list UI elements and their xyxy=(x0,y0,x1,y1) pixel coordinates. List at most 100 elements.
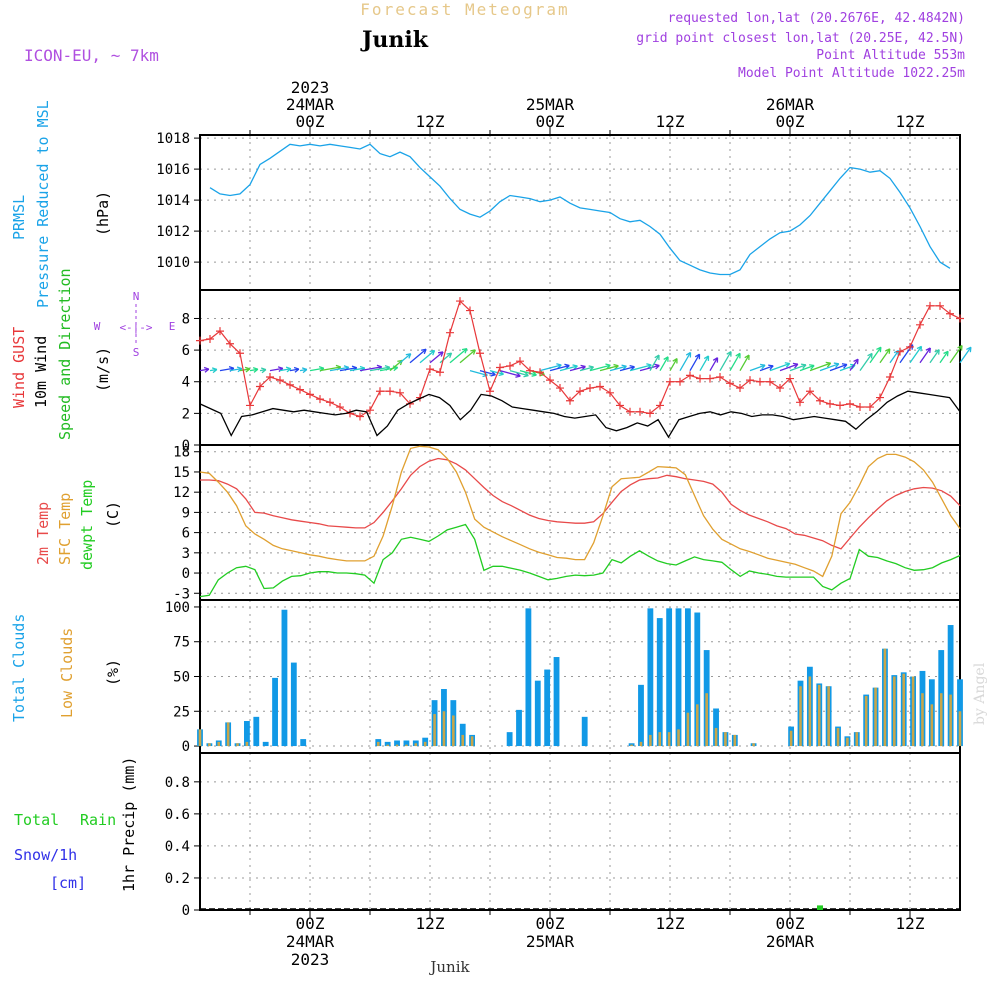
y-tick-label: 1012 xyxy=(156,224,190,240)
total-cloud-bar xyxy=(638,685,644,746)
low-cloud-bar xyxy=(668,732,671,746)
temp-label-2m: 2m Temp xyxy=(34,502,52,565)
temp-labels: 2m Temp SFC Temp dewpt Temp (C) xyxy=(34,480,122,570)
total-cloud-bar xyxy=(676,608,682,746)
wind-label-dir: Speed and Direction xyxy=(56,268,74,440)
wind-arrow-head xyxy=(889,349,890,354)
temp-dew-line xyxy=(200,525,960,597)
y-tick-label: 0 xyxy=(182,903,190,919)
low-cloud-bar xyxy=(818,685,821,746)
gust-marker xyxy=(246,401,254,409)
pressure-label-msl: Pressure Reduced to MSL xyxy=(34,100,52,308)
total-cloud-bar xyxy=(535,681,541,746)
temp-label-sfc: SFC Temp xyxy=(56,493,74,565)
compass-n: N xyxy=(133,290,140,303)
wind-label-gust: Wind GUST xyxy=(10,327,28,408)
gust-marker xyxy=(836,401,844,409)
gust-marker xyxy=(486,387,494,395)
low-cloud-bar xyxy=(396,745,399,746)
low-cloud-bar xyxy=(940,693,943,746)
y-tick-label: 0.6 xyxy=(165,807,190,823)
gust-marker xyxy=(596,382,604,390)
low-cloud-bar xyxy=(452,715,455,746)
low-cloud-bar xyxy=(884,649,887,746)
wind-arrow xyxy=(450,349,467,363)
gust-marker xyxy=(666,378,674,386)
temp-unit: (C) xyxy=(104,501,122,528)
low-cloud-bar xyxy=(827,686,830,746)
location-title: Junik xyxy=(360,27,429,53)
low-cloud-bar xyxy=(865,696,868,746)
cloud-label-low: Low Clouds xyxy=(58,628,76,718)
low-cloud-bar xyxy=(227,722,230,746)
legend-snow: Snow/1h xyxy=(14,846,77,864)
total-cloud-bar xyxy=(272,678,278,746)
gust-marker xyxy=(626,408,634,416)
wind-arrow-head xyxy=(921,346,922,351)
pressure-label-prmsl: PRMSL xyxy=(10,195,28,240)
footer-location: Junik xyxy=(428,958,470,976)
wind-label-10m: 10m Wind xyxy=(32,336,50,408)
gust-marker xyxy=(506,362,514,370)
wind-arrow-head xyxy=(499,374,504,375)
low-cloud-bar xyxy=(856,732,859,746)
cloud-unit: (%) xyxy=(104,659,122,686)
legend-cm: [cm] xyxy=(50,874,86,892)
wind-arrow xyxy=(690,354,700,370)
total-cloud-bar xyxy=(666,608,672,746)
low-cloud-bar xyxy=(799,686,802,746)
panel-frame xyxy=(200,753,960,910)
low-cloud-bar xyxy=(461,735,464,746)
time-label: 2023 xyxy=(291,950,330,969)
low-cloud-bar xyxy=(705,693,708,746)
y-tick-label: 0.2 xyxy=(165,871,190,887)
low-cloud-bar xyxy=(809,677,812,747)
gust-marker xyxy=(896,348,904,356)
gust-marker xyxy=(846,400,854,408)
panel-5: 00.20.40.60.8 xyxy=(165,753,960,919)
low-cloud-bar xyxy=(874,688,877,746)
gust-marker xyxy=(716,373,724,381)
y-tick-label: 9 xyxy=(182,505,190,521)
wind-arrow-head xyxy=(523,376,528,377)
y-tick-label: 0 xyxy=(182,739,190,755)
wind-speed-line xyxy=(200,391,960,437)
gust-marker xyxy=(916,321,924,329)
low-cloud-bar xyxy=(658,732,661,746)
gust-marker xyxy=(336,403,344,411)
gust-marker xyxy=(756,378,764,386)
low-cloud-bar xyxy=(415,743,418,746)
temp-sfc-line xyxy=(200,446,960,576)
y-tick-label: 1010 xyxy=(156,255,190,271)
y-tick-label: 8 xyxy=(182,311,190,327)
precip-labels: 1hr Precip (mm) Total Rain Snow/1h [cm] xyxy=(14,757,138,892)
wind-arrow-head xyxy=(880,347,881,352)
wind-arrow xyxy=(720,352,731,371)
y-tick-label: 15 xyxy=(173,465,190,481)
precip-bar xyxy=(817,905,823,910)
wind-arrow-head xyxy=(970,347,971,352)
low-cloud-bar xyxy=(208,743,211,746)
total-cloud-bar xyxy=(525,608,531,746)
gust-marker xyxy=(726,379,734,387)
compass-w: W xyxy=(94,320,101,333)
time-label: 26MAR xyxy=(766,932,815,951)
y-tick-label: 1014 xyxy=(156,193,190,209)
low-cloud-bar xyxy=(677,729,680,746)
low-cloud-bar xyxy=(902,674,905,746)
wind-arrow-head xyxy=(930,348,931,353)
wind-arrow xyxy=(740,355,749,371)
gust-marker xyxy=(926,302,934,310)
low-cloud-bar xyxy=(649,735,652,746)
model-altitude: Model Point Altitude 1022.25m xyxy=(738,66,965,81)
total-cloud-bar xyxy=(516,710,522,746)
low-cloud-bar xyxy=(405,745,408,746)
gust-marker xyxy=(676,378,684,386)
low-cloud-bar xyxy=(433,714,436,746)
y-tick-label: 1016 xyxy=(156,162,190,178)
low-cloud-bar xyxy=(893,677,896,747)
compass-e: E xyxy=(169,320,176,333)
